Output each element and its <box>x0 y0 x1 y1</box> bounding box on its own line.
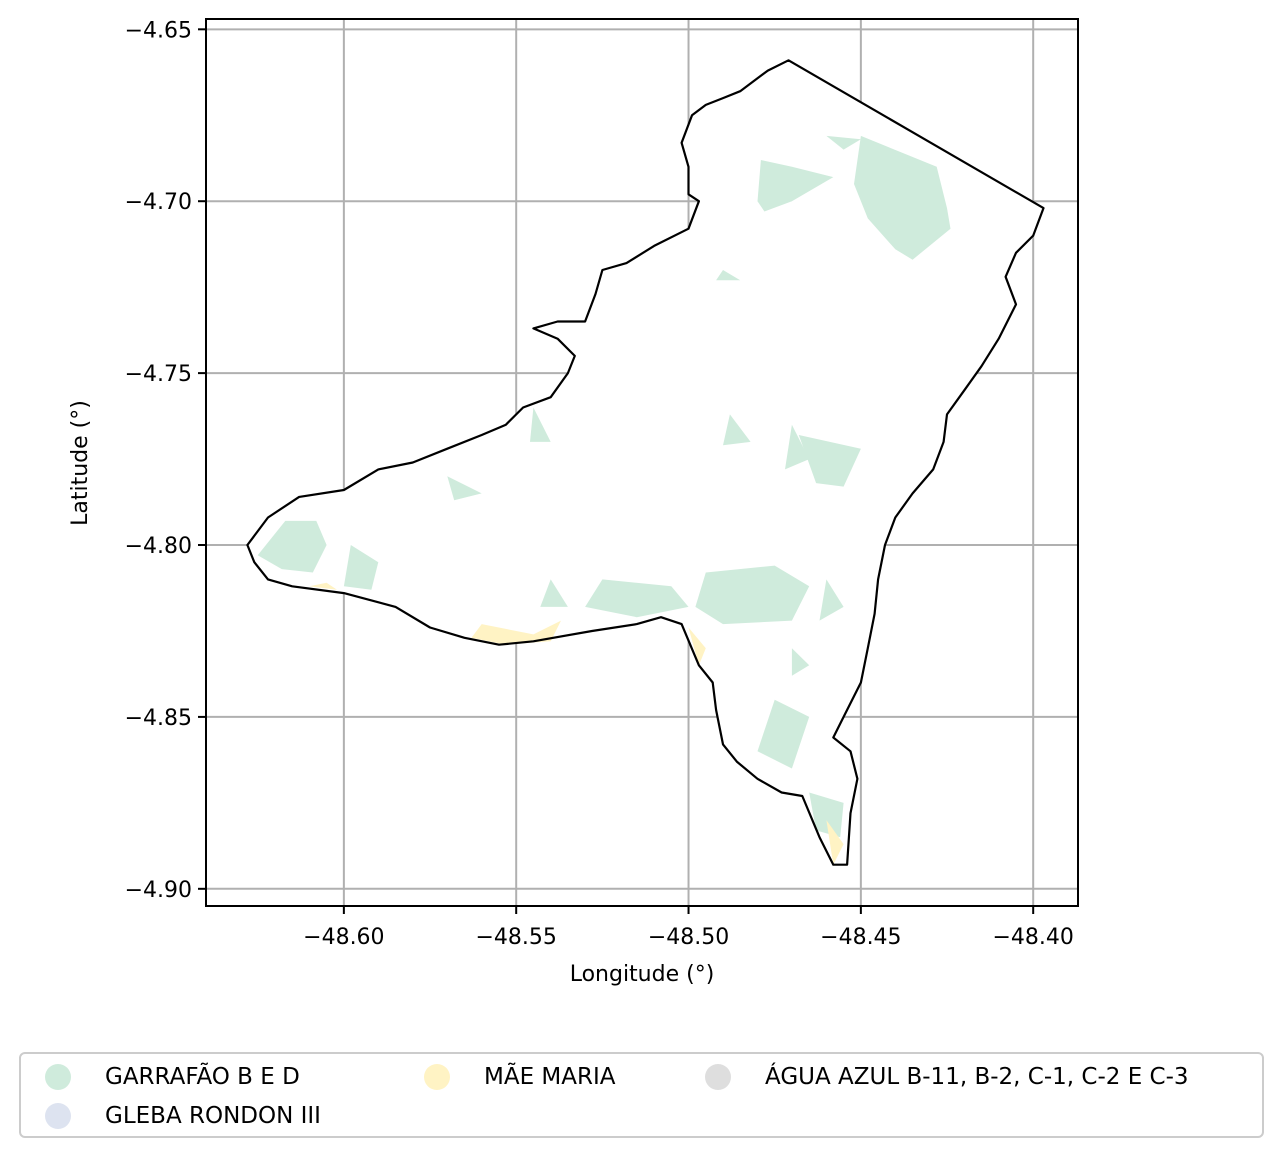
region-m-e-maria <box>688 627 706 666</box>
region-garraf-o-b-e-d <box>809 792 844 838</box>
regions-layer <box>247 60 1044 865</box>
region-garraf-o-b-e-d <box>819 579 844 621</box>
region-garraf-o-b-e-d <box>723 414 751 446</box>
region-garraf-o-b-e-d <box>791 648 810 676</box>
legend-label: GARRAFÃO B E D <box>105 1064 300 1090</box>
map-chart: −48.60 −48.55 −48.50 −48.45 −48.40 −4.65 −4.7… <box>68 18 1079 987</box>
region-garraf-o-b-e-d <box>785 424 810 470</box>
region-m-e-maria <box>826 820 844 865</box>
legend-label: ÁGUA AZUL B-11, B-2, C-1, C-2 E C-3 <box>765 1064 1189 1090</box>
boundary-fill <box>247 60 1044 865</box>
y-tick-label: −4.90 <box>125 878 192 903</box>
x-tick-label: −48.40 <box>992 925 1073 950</box>
y-tick-label: −4.85 <box>125 706 192 731</box>
region-garraf-o-b-e-d <box>695 565 810 625</box>
plot-frame <box>205 18 1079 907</box>
region-garraf-o-b-e-d <box>854 135 951 260</box>
boundary-layer <box>246 59 1045 866</box>
x-axis-ticks: −48.60 −48.55 −48.50 −48.45 −48.40 <box>303 906 1074 950</box>
legend-item-gleba-rondon: GLEBA RONDON III <box>45 1103 321 1129</box>
legend: GARRAFÃO B E D GLEBA RONDON III MÃE MARI… <box>19 1052 1264 1138</box>
legend-marker <box>45 1064 71 1090</box>
y-tick-label: −4.70 <box>125 190 192 215</box>
region-m-e-maria <box>471 620 561 645</box>
region-garraf-o-b-e-d <box>757 160 834 212</box>
legend-label: MÃE MARIA <box>484 1064 616 1090</box>
x-axis-title: Longitude (°) <box>570 962 715 987</box>
x-tick-label: −48.55 <box>475 925 556 950</box>
region-garraf-o-b-e-d <box>530 407 551 442</box>
region-garraf-o-b-e-d <box>757 699 810 769</box>
region-m-e-maria <box>309 582 337 590</box>
region-garraf-o-b-e-d <box>343 545 379 590</box>
legend-label: GLEBA RONDON III <box>105 1103 321 1129</box>
x-tick-label: −48.60 <box>303 925 384 950</box>
legend-marker <box>45 1103 71 1129</box>
region-garraf-o-b-e-d <box>716 270 741 281</box>
y-tick-label: −4.75 <box>125 362 192 387</box>
legend-item-mae-maria: MÃE MARIA <box>424 1064 616 1090</box>
y-axis-title: Latitude (°) <box>68 400 93 526</box>
x-tick-label: −48.50 <box>648 925 729 950</box>
x-tick-label: −48.45 <box>820 925 901 950</box>
region-garraf-o-b-e-d <box>257 520 327 573</box>
legend-item-garrafao: GARRAFÃO B E D <box>45 1064 300 1090</box>
region-garraf-o-b-e-d <box>826 135 861 150</box>
region-garraf-o-b-e-d <box>585 579 689 618</box>
y-tick-label: −4.65 <box>125 18 192 43</box>
y-axis-ticks: −4.65 −4.70 −4.75 −4.80 −4.85 −4.90 <box>125 18 206 903</box>
legend-item-agua-azul: ÁGUA AZUL B-11, B-2, C-1, C-2 E C-3 <box>705 1064 1189 1090</box>
region-garraf-o-b-e-d <box>798 435 861 487</box>
legend-marker <box>424 1064 450 1090</box>
y-tick-label: −4.80 <box>125 534 192 559</box>
legend-marker <box>705 1064 731 1090</box>
municipality-boundary <box>246 59 1045 866</box>
region-garraf-o-b-e-d <box>447 476 482 501</box>
region-garraf-o-b-e-d <box>540 579 568 607</box>
